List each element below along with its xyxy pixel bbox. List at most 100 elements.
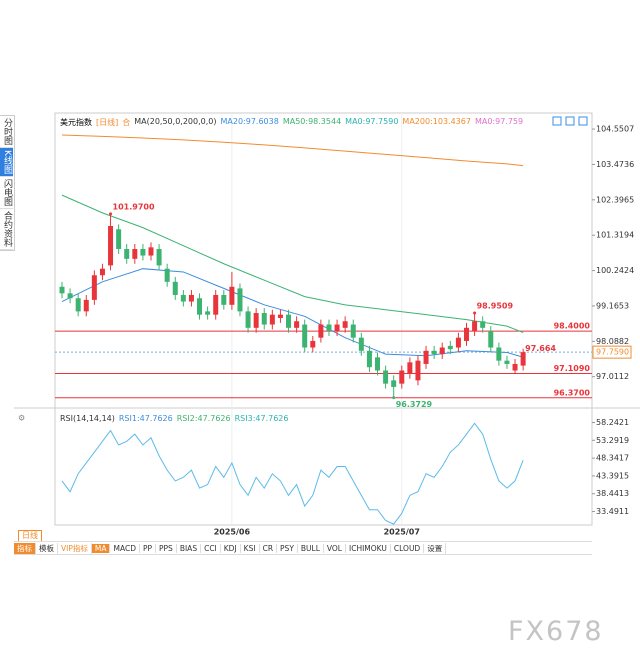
ma-line <box>61 194 524 334</box>
side-tab[interactable]: K线图 <box>0 148 13 177</box>
toolbar-item[interactable]: KSI <box>241 543 260 553</box>
side-tab[interactable]: 闪电图 <box>0 177 13 209</box>
watermark: FX678 <box>508 616 604 647</box>
toolbar-item[interactable]: KDJ <box>221 543 241 553</box>
toolbar-item[interactable]: CR <box>260 543 278 553</box>
legend-entry: MA20:97.6038 <box>220 117 279 126</box>
candle-body <box>132 248 138 259</box>
candle-body <box>455 337 461 348</box>
rsi-line <box>61 422 524 525</box>
y-tick-label: 48.3417 <box>596 454 629 463</box>
ma-line <box>61 268 524 358</box>
legend-entry: RSI1:47.7626 <box>118 414 173 423</box>
candle-body <box>124 248 130 259</box>
candle-body <box>415 360 421 381</box>
annotation-label: 96.3729 <box>396 400 433 409</box>
y-tick-label: 97.0112 <box>596 372 629 381</box>
side-tab[interactable]: 分时图 <box>0 116 13 148</box>
y-tick-label: 102.3965 <box>596 195 634 204</box>
candle-body <box>318 324 324 338</box>
candle-body <box>116 229 122 249</box>
candle-body <box>75 298 81 312</box>
candle-body <box>512 363 518 371</box>
toolbar-item[interactable]: VOL <box>324 543 346 553</box>
toolbar-item[interactable]: ICHIMOKU <box>346 543 391 553</box>
candle-body <box>294 321 300 328</box>
toolbar-item[interactable]: BULL <box>298 543 324 553</box>
annotation-label: 98.9509 <box>477 302 514 311</box>
y-tick-label: 58.2421 <box>596 418 629 427</box>
candle-body <box>375 357 381 371</box>
toolbar-item[interactable]: 模板 <box>36 542 58 554</box>
candle-body <box>156 248 162 266</box>
toolbar-item[interactable]: PPS <box>156 543 177 553</box>
candle-body <box>164 268 170 282</box>
candle-body <box>423 350 429 364</box>
candle-body <box>350 324 356 338</box>
annotation-label: 97.664 <box>525 344 556 353</box>
candle-body <box>83 299 89 312</box>
y-tick-label: 38.4413 <box>596 489 629 498</box>
toolbar-item[interactable]: CLOUD <box>391 543 425 553</box>
candle-body <box>180 294 186 302</box>
candle-body <box>277 314 283 318</box>
legend-entry: MA0:97.7590 <box>345 117 399 126</box>
toolbar-item[interactable]: CCI <box>201 543 221 553</box>
annotation-dot <box>521 353 525 357</box>
candle-body <box>205 311 211 315</box>
candle-body <box>99 268 105 276</box>
title: 美元指数 <box>60 118 92 127</box>
y-tick-label: 53.2919 <box>596 436 629 445</box>
settings-icon[interactable]: ⚙ <box>18 414 25 423</box>
candle-body <box>286 314 292 328</box>
candle-body <box>237 288 243 312</box>
level-label: 97.1090 <box>554 364 591 373</box>
candle-body <box>431 350 437 355</box>
candle-body <box>261 313 267 325</box>
x-tick-label: 2025/06 <box>214 528 251 537</box>
candle-body <box>520 352 526 366</box>
candle-body <box>302 324 308 348</box>
candle-body <box>464 327 469 341</box>
candle-body <box>399 370 405 384</box>
candle-body <box>472 321 478 332</box>
toolbar-item[interactable]: MA <box>91 543 111 553</box>
candle-body <box>188 294 194 302</box>
candle-body <box>310 340 316 348</box>
legend-entry: MA50:98.3544 <box>282 117 342 126</box>
candle-body <box>91 275 97 300</box>
candle-body <box>229 286 235 305</box>
y-tick-label: 99.1653 <box>596 301 629 310</box>
period: [日线] <box>96 118 119 127</box>
toolbar-item[interactable]: 设置 <box>424 542 447 554</box>
legend-entry: MA200:103.4367 <box>402 117 471 126</box>
candle-body <box>480 321 486 328</box>
candle-body <box>366 350 372 368</box>
y-tick-label: 43.3915 <box>596 471 629 480</box>
candle-body <box>439 347 445 355</box>
side-tab[interactable]: 合约资料 <box>0 209 13 250</box>
legend-entry: RSI3:47.7626 <box>234 414 289 423</box>
annotation-dot <box>392 396 396 400</box>
y-tick-label: 104.5507 <box>596 125 634 134</box>
candle-body <box>108 225 114 266</box>
toolbar-item[interactable]: MACD <box>110 543 140 553</box>
candle-body <box>253 313 259 328</box>
toolbar-item[interactable]: BIAS <box>177 543 202 553</box>
y-tick-label: 100.2424 <box>596 266 634 275</box>
price-tag <box>592 345 632 359</box>
candle-body <box>383 370 389 384</box>
x-tick-label: 2025/07 <box>384 528 420 537</box>
toolbar: 指标 模板 VIP指标 MA MACD PP PPS BIAS CCI KDJ KSI CR PSY BU… <box>14 541 592 555</box>
toolbar-item[interactable]: VIP指标 <box>58 542 92 554</box>
toolbar-item[interactable]: 指标 <box>14 542 36 554</box>
toolbar-item[interactable]: PP <box>140 543 157 553</box>
candle-body <box>504 360 510 364</box>
annotation-dot <box>109 212 113 216</box>
legend-entry: RSI2:47.7626 <box>176 414 231 423</box>
rsi-title: RSI(14,14,14) <box>60 414 115 423</box>
side-tabs: 分时图 K线图 闪电图 合约资料 <box>0 115 15 251</box>
candle-body <box>213 294 219 315</box>
toolbar-item[interactable]: PSY <box>277 543 298 553</box>
